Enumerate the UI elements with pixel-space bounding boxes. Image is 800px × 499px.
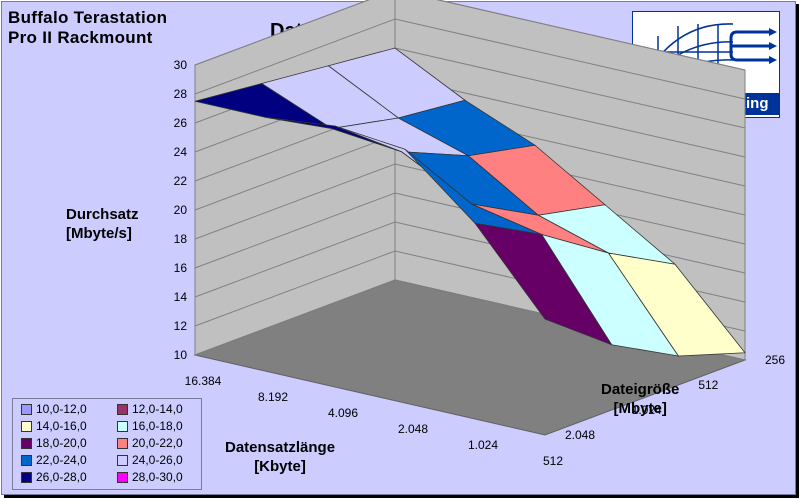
y-tick-label: 26 [174,116,188,130]
legend-item: 26,0-28,0 [21,470,87,484]
y-tick-label: 28 [174,87,188,101]
legend-item: 20,0-22,0 [117,436,183,450]
z-tick-label: 1.024 [632,403,662,417]
x-tick-label: 8.192 [258,390,288,404]
legend-label: 20,0-22,0 [132,436,183,450]
surface-patch [474,222,613,346]
y-axis-label: Durchsatz [Mbyte/s] [66,205,139,243]
y-gridline [194,163,746,245]
x-tick-label: 2.048 [398,422,428,436]
legend-label: 24,0-26,0 [132,453,183,467]
chart-legend: 10,0-12,0 12,0-14,0 14,0-16,0 16,0-18,0 18,0… [12,398,202,490]
y-gridline [194,0,746,71]
z-tick-label: 512 [698,378,718,392]
legend-label: 12,0-14,0 [132,402,183,416]
x-tick-label: 1.024 [468,438,498,452]
legend-item: 10,0-12,0 [21,402,87,416]
y-tick-label: 10 [174,348,188,362]
legend-swatch [21,454,32,466]
y-tick-label: 16 [174,261,188,275]
y-tick-label: 18 [174,232,188,246]
legend-swatch [21,403,32,415]
legend-swatch [117,403,128,415]
y-tick-label: 24 [174,145,188,159]
legend-item: 14,0-16,0 [21,419,87,433]
legend-swatch [117,471,128,483]
x-tick-label: 512 [543,454,563,468]
legend-item: 24,0-26,0 [117,453,183,467]
legend-swatch [117,437,128,449]
y-axis-label-line1: Durchsatz [66,206,139,223]
x-tick-label: 16.384 [185,374,222,388]
y-tick-label: 30 [174,58,188,72]
device-title-line2: Pro II Rackmount [8,28,153,47]
legend-label: 26,0-28,0 [36,470,87,484]
z-axis-label-line2: [Mbyte] [613,400,667,417]
y-tick-label: 12 [174,319,188,333]
legend-swatch [117,420,128,432]
y-gridline [194,18,746,100]
x-tick-label: 4.096 [328,406,358,420]
legend-label: 14,0-16,0 [36,419,87,433]
legend-swatch [21,420,32,432]
y-tick-label: 14 [174,290,188,304]
legend-label: 18,0-20,0 [36,436,87,450]
device-title: Buffalo Terastation Pro II Rackmount [8,8,167,48]
z-tick-label: 256 [765,353,785,367]
x-axis-label-line2: [Kbyte] [254,458,306,475]
y-tick-label: 20 [174,203,188,217]
z-axis-label: Dateigröße [Mbyte] [601,380,679,418]
legend-item: 12,0-14,0 [117,402,183,416]
legend-swatch [21,437,32,449]
device-title-line1: Buffalo Terastation [8,8,168,27]
y-tick-label: 22 [174,174,188,188]
legend-swatch [117,454,128,466]
x-axis-label-line1: Datensatzlänge [225,439,336,456]
legend-label: 16,0-18,0 [132,419,183,433]
legend-swatch [21,471,32,483]
y-axis-label-line2: [Mbyte/s] [66,225,132,242]
legend-label: 10,0-12,0 [36,402,87,416]
legend-item: 18,0-20,0 [21,436,87,450]
legend-label: 28,0-30,0 [132,470,183,484]
legend-label: 22,0-24,0 [36,453,87,467]
legend-item: 16,0-18,0 [117,419,183,433]
z-tick-label: 2.048 [565,428,595,442]
z-axis-label-line1: Dateigröße [601,381,680,398]
legend-item: 22,0-24,0 [21,453,87,467]
x-axis-label: Datensatzlänge [Kbyte] [225,438,335,476]
legend-item: 28,0-30,0 [117,470,183,484]
